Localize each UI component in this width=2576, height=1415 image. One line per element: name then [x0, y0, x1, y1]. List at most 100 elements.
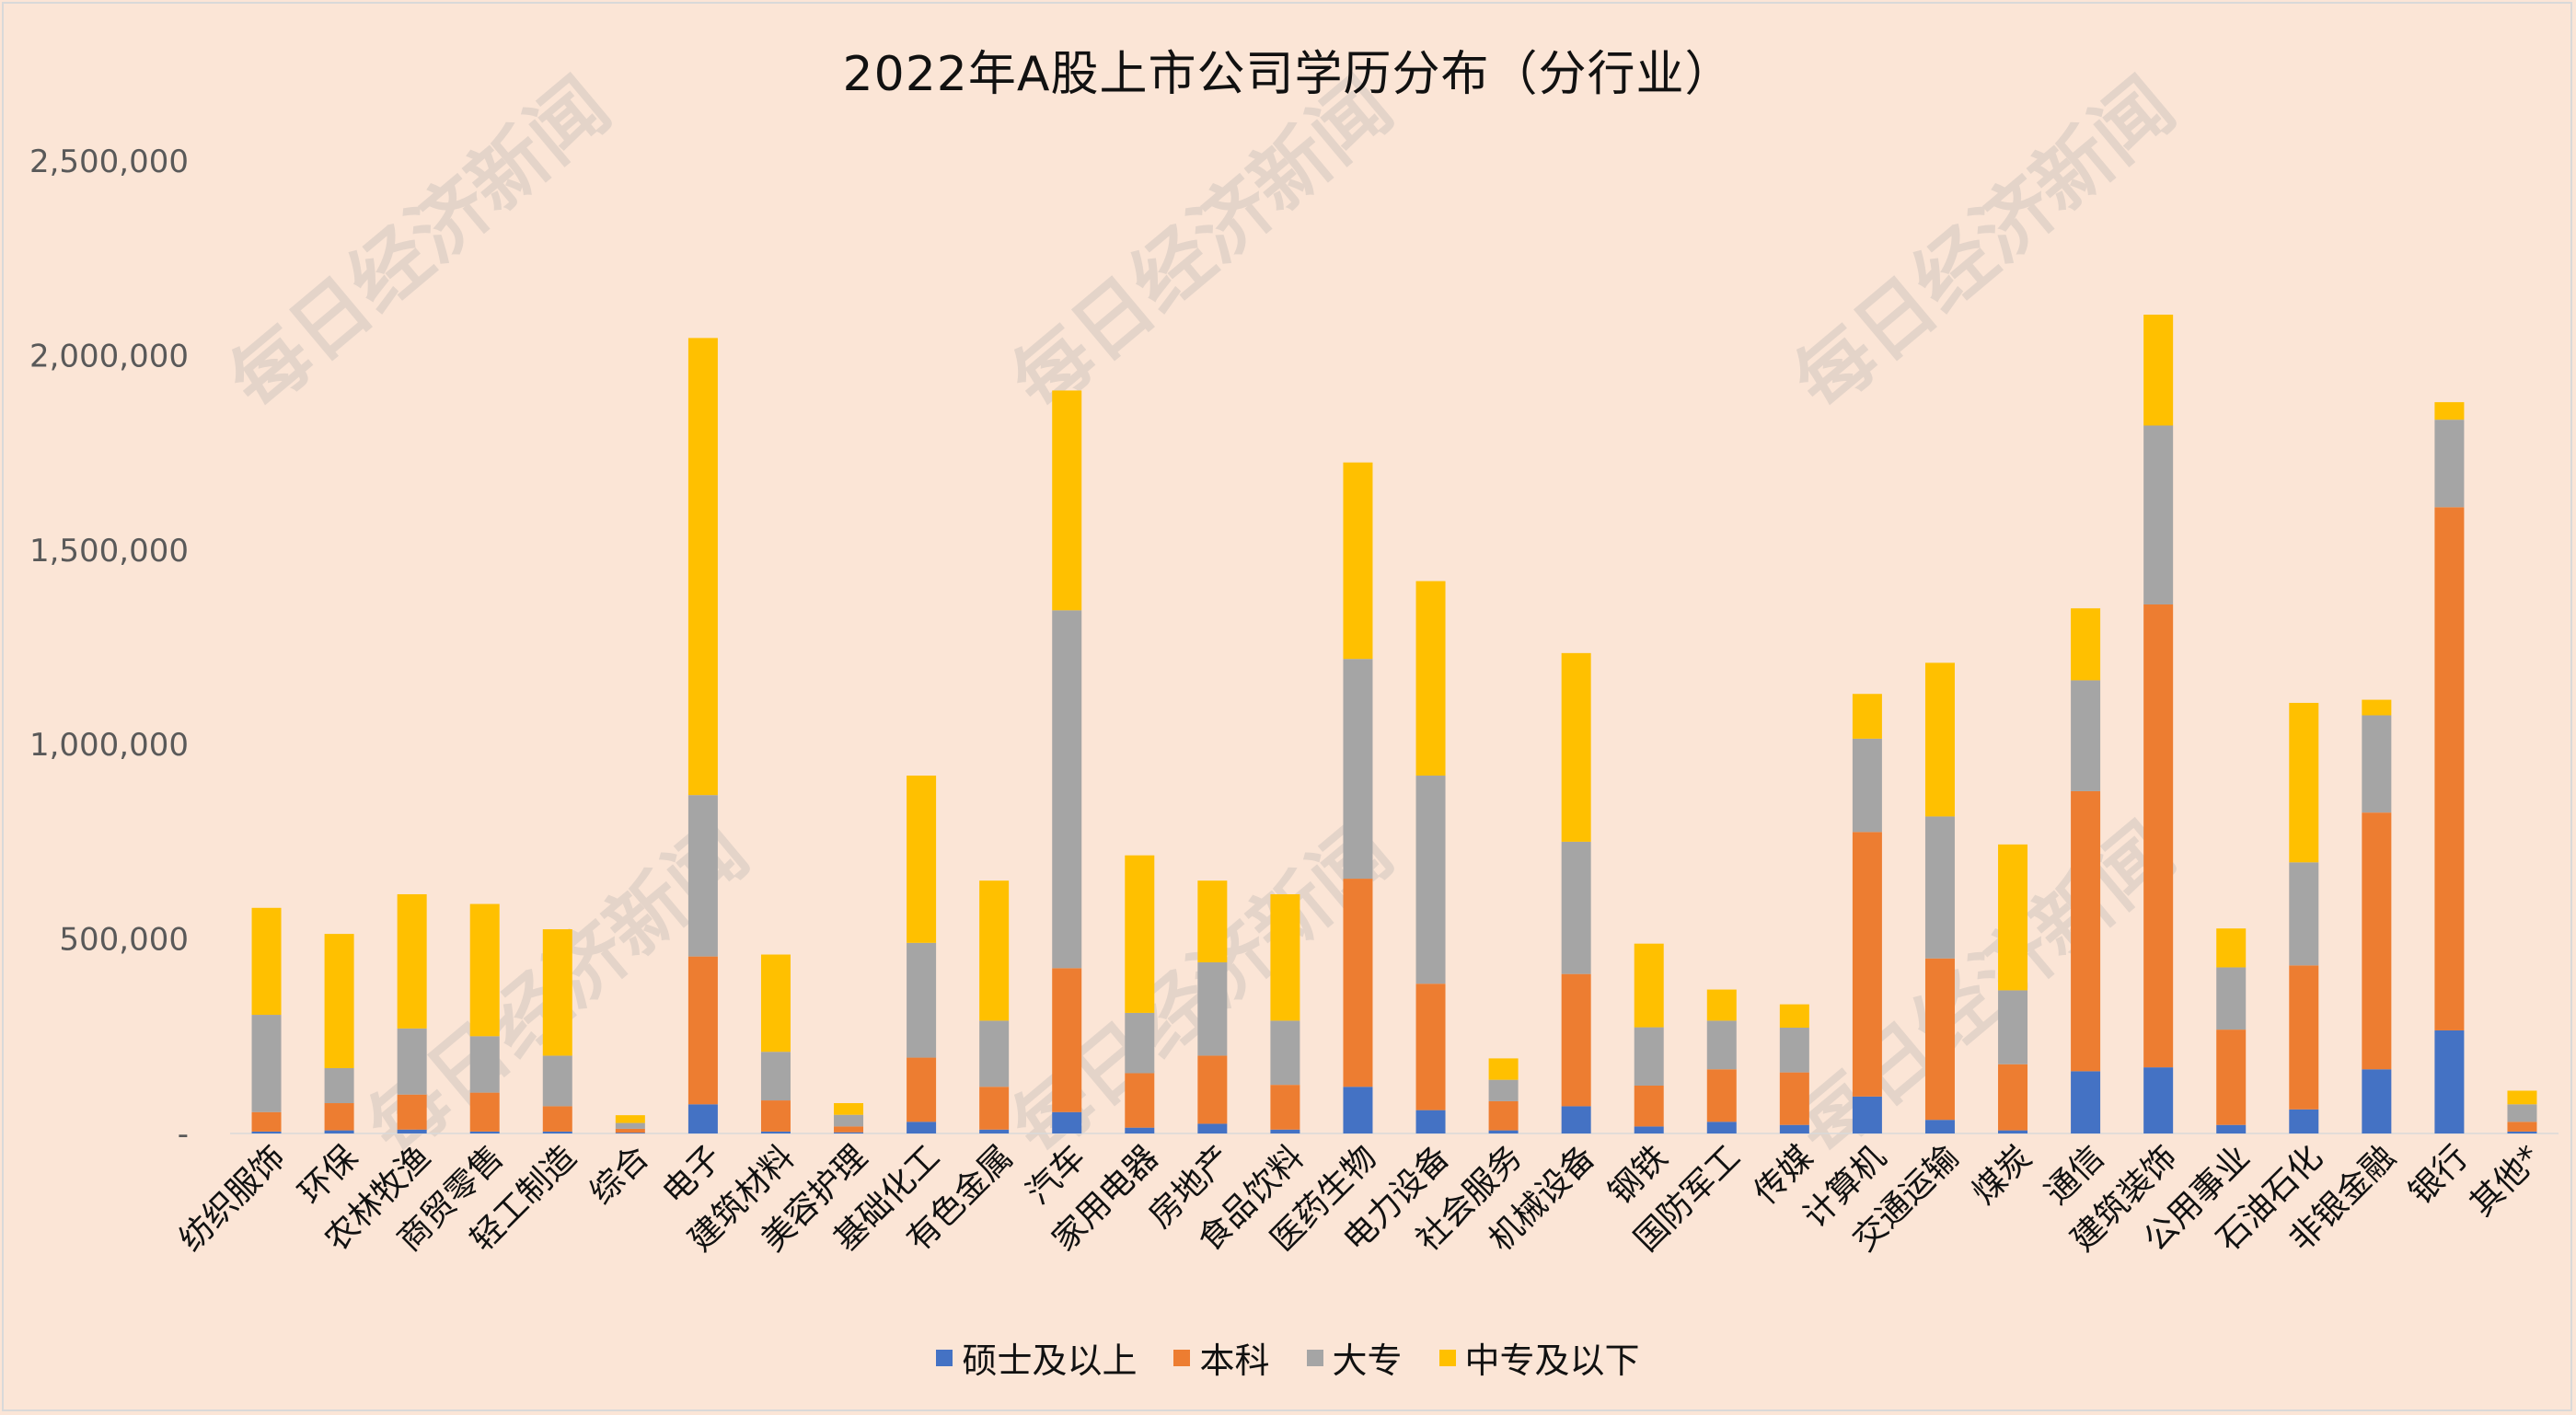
legend-swatch — [936, 1349, 953, 1366]
x-tick-label: 其他* — [2463, 1138, 2548, 1224]
y-tick-label: 1,500,000 — [29, 533, 189, 569]
bar-segment — [1561, 1106, 1591, 1133]
bar-segment — [2071, 608, 2101, 681]
bar-segment — [1561, 652, 1591, 842]
bar-segment — [615, 1128, 645, 1133]
bar-segment — [615, 1122, 645, 1129]
y-tick-label: - — [178, 1116, 189, 1153]
bar-segment — [1197, 961, 1228, 1056]
bar-segment — [469, 1092, 500, 1132]
bar-segment — [1488, 1079, 1519, 1101]
bar-segment — [687, 1104, 718, 1133]
bar-segment — [1852, 832, 1882, 1097]
bar-segment — [324, 1130, 354, 1133]
bar-segment — [1924, 1120, 1955, 1133]
bar-segment — [1852, 738, 1882, 833]
bar-area — [251, 315, 2537, 1133]
bar-segment — [2507, 1131, 2537, 1133]
bar-segment — [1415, 984, 1446, 1110]
bar-segment — [1052, 390, 1082, 611]
bar-segment — [2143, 604, 2174, 1068]
bar-segment — [1052, 968, 1082, 1112]
bar-segment — [1343, 462, 1373, 660]
bar-segment — [907, 1057, 937, 1122]
bar-segment — [2507, 1104, 2537, 1122]
bar-segment — [979, 1087, 1010, 1130]
bar-segment — [1706, 1122, 1737, 1133]
bar-segment — [251, 907, 282, 1016]
bar-segment — [1706, 1069, 1737, 1122]
bar-segment — [1779, 1124, 1809, 1133]
bar-segment — [1125, 1073, 1155, 1128]
legend-item: 硕士及以上 — [936, 1332, 1137, 1383]
x-tick-label: 综合 — [583, 1138, 656, 1212]
y-tick-label: 500,000 — [59, 922, 189, 959]
bar-segment — [542, 1131, 572, 1133]
bar-segment — [1270, 1129, 1300, 1133]
bar-segment — [1197, 1123, 1228, 1133]
bar-segment — [397, 1028, 427, 1095]
bar-segment — [1779, 1004, 1809, 1028]
bar-segment — [324, 1103, 354, 1131]
bar-segment — [1270, 1085, 1300, 1130]
bar-segment — [1561, 841, 1591, 974]
bar-segment — [542, 1055, 572, 1107]
bar-segment — [1779, 1027, 1809, 1073]
bar-segment — [2216, 967, 2247, 1030]
legend-label: 大专 — [1332, 1340, 1403, 1381]
bar-segment — [2289, 1109, 2319, 1133]
bar-segment — [2507, 1122, 2537, 1132]
legend-swatch — [1173, 1349, 1191, 1366]
legend-item: 中专及以下 — [1438, 1332, 1640, 1383]
bar-segment — [1998, 844, 2028, 991]
chart-title: 2022年A股上市公司学历分布（分行业） — [842, 47, 1734, 102]
legend-swatch — [1306, 1349, 1323, 1366]
bar-segment — [397, 893, 427, 1029]
bar-segment — [469, 1036, 500, 1093]
bar-segment — [1924, 816, 1955, 959]
bar-segment — [2362, 715, 2392, 813]
bar-segment — [2289, 702, 2319, 863]
bar-segment — [2071, 790, 2101, 1072]
bar-segment — [907, 1122, 937, 1133]
bar-segment — [2143, 425, 2174, 604]
bar-segment — [1488, 1058, 1519, 1080]
bar-segment — [2289, 862, 2319, 966]
bar-segment — [834, 1103, 864, 1115]
bar-segment — [1998, 990, 2028, 1064]
bar-segment — [2362, 1069, 2392, 1133]
bar-segment — [469, 1131, 500, 1133]
bar-segment — [760, 1052, 791, 1101]
bar-segment — [760, 1131, 791, 1133]
bar-segment — [2216, 1030, 2247, 1125]
bar-segment — [615, 1115, 645, 1123]
bar-segment — [251, 1015, 282, 1112]
bar-segment — [2216, 1124, 2247, 1133]
x-tick-label: 纺织服饰 — [172, 1138, 293, 1259]
legend-label: 中专及以下 — [1464, 1340, 1640, 1381]
bar-segment — [687, 956, 718, 1105]
bar-segment — [1197, 1055, 1228, 1124]
bar-segment — [542, 929, 572, 1056]
bar-segment — [324, 1067, 354, 1104]
bar-segment — [1634, 943, 1664, 1028]
bar-segment — [469, 903, 500, 1037]
bar-segment — [1924, 662, 1955, 817]
bar-segment — [2434, 402, 2465, 420]
y-tick-label: 1,000,000 — [29, 727, 189, 764]
bar-segment — [397, 1129, 427, 1133]
bar-segment — [1052, 1111, 1082, 1133]
bar-segment — [2434, 420, 2465, 508]
legend-item: 大专 — [1306, 1332, 1403, 1383]
bar-segment — [979, 880, 1010, 1021]
bar-segment — [1706, 989, 1737, 1021]
bar-segment — [2507, 1090, 2537, 1105]
bar-segment — [834, 1114, 864, 1127]
bar-segment — [1634, 1126, 1664, 1133]
y-tick-label: 2,500,000 — [29, 144, 189, 180]
bar-segment — [979, 1129, 1010, 1133]
bar-segment — [1415, 1110, 1446, 1133]
bar-segment — [1270, 1020, 1300, 1086]
bar-segment — [687, 338, 718, 796]
